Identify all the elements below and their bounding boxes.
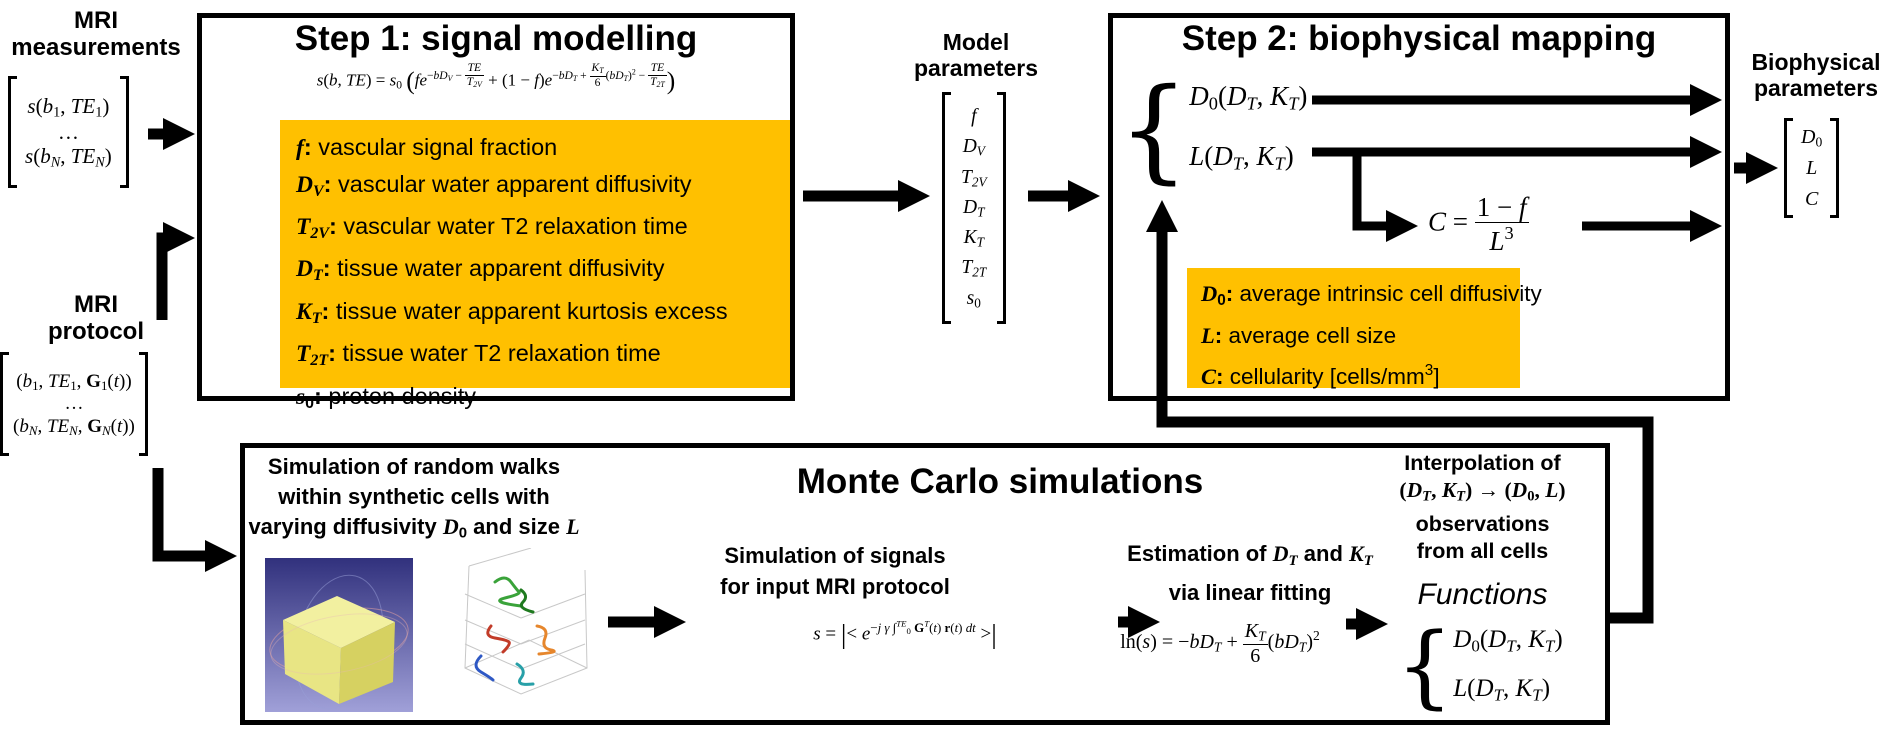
synthetic-cell-image: [265, 558, 413, 712]
biophysical-parameters-title-line2: parameters: [1753, 74, 1879, 101]
interpolation-heading-line4: from all cells: [1416, 538, 1549, 563]
vector-row: DV: [962, 136, 985, 159]
system-row: D0(DT, KT): [1189, 81, 1308, 114]
step1-legend: f: vascular signal fraction DV: vascular…: [280, 120, 790, 412]
vector-row: T2V: [961, 166, 987, 189]
legend-line: DV: vascular water apparent diffusivity: [296, 170, 692, 200]
mri-protocol-title-line1: MRI: [74, 291, 118, 318]
step1-title: Step 1: signal modelling: [294, 19, 698, 58]
vector-row: L: [1806, 156, 1818, 179]
bracket-left: [8, 76, 17, 188]
cube-top-face: [283, 596, 395, 648]
vector-row: s0: [966, 287, 981, 310]
bracket-right: [138, 352, 148, 456]
step1-equation: s(b, TE) = s0 (fe−bDV − TE T2V + (1 − f)e…: [316, 61, 676, 95]
step2-function-system: { D0(DT, KT) L(DT, KT): [1118, 70, 1307, 189]
walks-heading-line2: within synthetic cells with: [278, 484, 550, 509]
bracket-right: [119, 76, 129, 188]
cube-front-face: [283, 620, 341, 704]
matrix-row: (bN, TEN, GN(t)): [13, 415, 135, 438]
interpolation-heading-line3: observations: [1415, 511, 1550, 536]
vector-row: D0: [1801, 125, 1823, 149]
vector-row: T2T: [961, 257, 987, 280]
interpolation-heading-line2: (DT, KT) → (D0, L): [1399, 478, 1566, 505]
legend-line: s0: proton density: [296, 382, 477, 412]
legend-line: C: cellularity [cells/mm3]: [1201, 361, 1440, 389]
vector-row: DT: [963, 196, 985, 220]
interpolation-heading-line1: Interpolation of: [1404, 451, 1561, 475]
system-row: L(DT, KT): [1453, 675, 1551, 705]
walk-darkgreen: [519, 588, 535, 614]
walk-red: [486, 624, 511, 654]
model-parameters-title-line2: parameters: [913, 54, 1039, 81]
system-row: D0(DT, KT): [1453, 626, 1563, 656]
walks-heading-line3: varying diffusivity D0 and size L: [248, 514, 580, 542]
biophysical-parameters-title: Biophysical parameters: [1738, 49, 1894, 102]
vector-row: f: [971, 106, 977, 128]
vector-row: C: [1804, 187, 1819, 210]
signals-heading: Simulation of signals for input MRI prot…: [660, 540, 1010, 602]
walks-heading: Simulation of random walks within synthe…: [248, 452, 580, 549]
mri-measurements-title-line1: MRI: [74, 7, 118, 34]
legend-line: f: vascular signal fraction: [296, 134, 558, 161]
walk-teal: [515, 662, 535, 686]
mri-protocol-title: MRI protocol: [0, 291, 192, 346]
legend-line: D0: average intrinsic cell diffusivity: [1201, 281, 1542, 309]
random-walk-plot: [425, 548, 605, 714]
sphere-wire-3: [270, 613, 408, 675]
bracket-right: [996, 92, 1006, 324]
curly-brace: {: [1396, 614, 1454, 720]
bracket-left: [0, 352, 9, 456]
signals-heading-line2: for input MRI protocol: [720, 574, 950, 599]
bracket-left: [942, 92, 951, 324]
matrix-row: …: [64, 393, 84, 415]
step1-box: [197, 13, 795, 401]
signals-heading-line1: Simulation of signals: [724, 543, 946, 568]
walk-green: [493, 576, 523, 608]
estimation-heading: Estimation of DT and KT via linear fitti…: [1085, 538, 1415, 608]
model-parameters-vector: f DV T2V DT KT T2T s0: [942, 92, 1006, 324]
functions-label: Functions: [1417, 578, 1548, 611]
model-parameters-title-line1: Model: [942, 29, 1010, 55]
cellularity-equation: C = 1 − f L3: [1428, 192, 1529, 257]
mri-measurements-title: MRI measurements: [0, 7, 192, 62]
bracket-left: [1784, 118, 1793, 218]
system-row: L(DT, KT): [1189, 140, 1294, 174]
monte-carlo-title: Monte Carlo simulations: [796, 462, 1204, 501]
matrix-row: s(b1, TE1): [27, 93, 110, 121]
legend-line: KT: tissue water apparent kurtosis exces…: [296, 297, 728, 327]
walk-orange: [535, 624, 556, 656]
walk-blue: [474, 654, 495, 682]
matrix-row: (b1, TE1, G1(t)): [16, 370, 132, 394]
protocol-matrix: (b1, TE1, G1(t)) … (bN, TEN, GN(t)): [0, 352, 148, 456]
step2-legend: D0: average intrinsic cell diffusivity L…: [1187, 268, 1542, 389]
cube-right-face: [339, 622, 395, 704]
signal-equation: s = |< e−j γ ∫TE0 GT(t) r(t) dt >|: [813, 618, 997, 649]
model-parameters-title: Model parameters: [895, 29, 1057, 82]
legend-line: T2T: tissue water T2 relaxation time: [296, 340, 661, 370]
legend-line: L: average cell size: [1201, 322, 1397, 348]
measurements-matrix: s(b1, TE1) … s(bN, TEN): [8, 76, 129, 188]
step2-title: Step 2: biophysical mapping: [1181, 19, 1657, 58]
plot-axes: [464, 548, 588, 695]
estimation-heading-line1: Estimation of DT and KT: [1127, 541, 1373, 569]
walks-heading-line1: Simulation of random walks: [267, 454, 561, 479]
bracket-right: [1830, 118, 1840, 218]
matrix-row: …: [57, 119, 79, 144]
vector-row: KT: [963, 227, 984, 250]
legend-line: DT: tissue water apparent diffusivity: [296, 255, 665, 285]
biophysical-parameters-vector: D0 L C: [1784, 118, 1840, 218]
legend-line: T2V: vascular water T2 relaxation time: [296, 212, 688, 242]
interpolation-heading: Interpolation of (DT, KT) → (D0, L) obse…: [1380, 450, 1585, 565]
estimation-heading-line2: via linear fitting: [1168, 579, 1332, 605]
mri-measurements-title-line2: measurements: [11, 33, 181, 61]
curly-brace: {: [1118, 64, 1190, 195]
ln-equation: ln(s) = −bDT + KT 6 (bDT)2: [1120, 620, 1320, 667]
biophysical-parameters-title-line1: Biophysical: [1751, 49, 1881, 75]
functions-system: { D0(DT, KT) L(DT, KT): [1396, 618, 1563, 717]
arrow-protocol-to-montecarlo: [152, 468, 237, 572]
mri-protocol-title-line2: protocol: [48, 317, 144, 345]
matrix-row: s(bN, TEN): [25, 144, 112, 171]
